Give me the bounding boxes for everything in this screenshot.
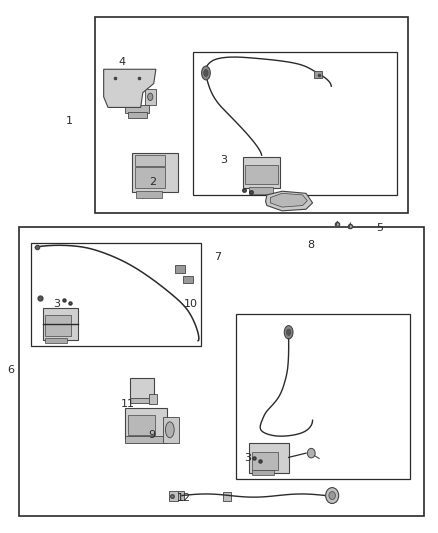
Ellipse shape xyxy=(201,66,210,80)
Bar xyxy=(128,415,155,435)
Text: 10: 10 xyxy=(184,298,198,309)
Bar xyxy=(125,436,167,442)
Ellipse shape xyxy=(166,422,174,438)
Bar xyxy=(314,71,322,78)
Text: 3: 3 xyxy=(244,454,251,463)
Ellipse shape xyxy=(329,491,336,499)
Bar xyxy=(250,187,273,195)
Bar xyxy=(125,408,167,439)
Text: 4: 4 xyxy=(119,58,126,67)
Ellipse shape xyxy=(286,329,291,335)
Bar xyxy=(250,442,289,473)
Text: 2: 2 xyxy=(149,176,156,187)
Bar xyxy=(132,152,178,192)
Polygon shape xyxy=(270,193,307,207)
Bar xyxy=(243,157,280,188)
Bar xyxy=(245,165,278,184)
Bar xyxy=(163,417,179,442)
Text: 7: 7 xyxy=(214,252,221,262)
Bar xyxy=(43,308,78,340)
Ellipse shape xyxy=(307,448,315,458)
Ellipse shape xyxy=(284,326,293,339)
Bar xyxy=(184,276,193,284)
Bar xyxy=(130,378,154,400)
Bar xyxy=(19,227,424,516)
Ellipse shape xyxy=(148,93,153,101)
Polygon shape xyxy=(265,191,313,211)
Polygon shape xyxy=(104,69,156,108)
Text: 3: 3 xyxy=(220,156,227,165)
Ellipse shape xyxy=(325,488,339,504)
Bar xyxy=(127,112,147,118)
Bar xyxy=(252,470,274,475)
Bar xyxy=(237,314,410,479)
Text: 1: 1 xyxy=(65,116,72,126)
Text: 11: 11 xyxy=(120,399,134,409)
Bar xyxy=(45,337,67,343)
Bar xyxy=(169,491,178,502)
Bar xyxy=(130,398,154,403)
Bar xyxy=(149,394,157,405)
Bar xyxy=(252,451,278,470)
Bar xyxy=(193,52,397,195)
Bar xyxy=(45,316,71,336)
Bar xyxy=(95,17,408,214)
Text: 9: 9 xyxy=(148,430,155,440)
Ellipse shape xyxy=(204,69,208,76)
Text: 12: 12 xyxy=(177,493,191,503)
Bar xyxy=(178,491,184,500)
Bar xyxy=(125,105,149,113)
Bar xyxy=(135,167,165,188)
Text: 8: 8 xyxy=(307,240,314,251)
Bar xyxy=(176,265,185,273)
Text: 6: 6 xyxy=(7,365,14,375)
Text: 3: 3 xyxy=(53,298,60,309)
Bar xyxy=(31,243,201,346)
Bar xyxy=(136,191,162,198)
Bar xyxy=(145,89,156,105)
Text: 5: 5 xyxy=(377,223,384,233)
Bar xyxy=(135,155,165,166)
Bar xyxy=(223,492,231,502)
